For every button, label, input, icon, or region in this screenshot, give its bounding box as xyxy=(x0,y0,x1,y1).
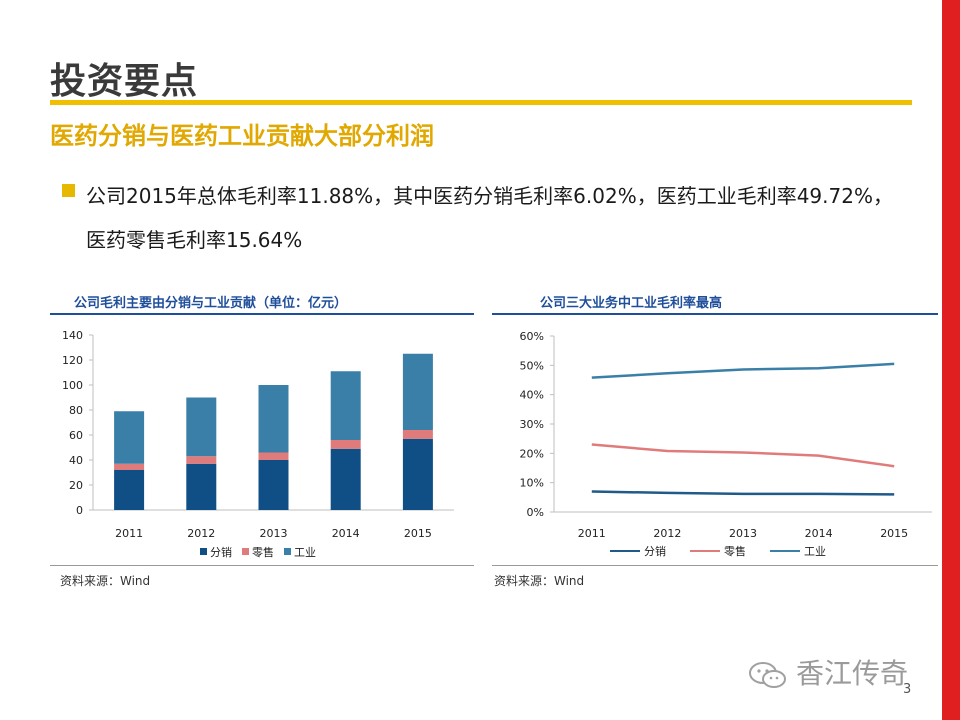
bar-x-tick-label: 2011 xyxy=(115,527,143,540)
bar-legend-label: 零售 xyxy=(252,545,274,559)
bar-legend-label: 分销 xyxy=(210,545,232,559)
bar-legend-swatch xyxy=(284,548,291,555)
bar-x-tick-label: 2015 xyxy=(404,527,432,540)
bar-segment-工业 xyxy=(330,371,361,440)
bullet-text: 公司2015年总体毛利率11.88%，其中医药分销毛利率6.02%，医药工业毛利… xyxy=(86,184,893,252)
line-chart-top-rule xyxy=(492,313,938,315)
line-chart-bottom-rule xyxy=(492,565,938,566)
bar-x-tick-label: 2014 xyxy=(332,527,360,540)
bar-y-tick-label: 60 xyxy=(69,429,83,442)
line-y-tick-label: 20% xyxy=(520,447,544,460)
line-y-tick-label: 40% xyxy=(520,389,544,402)
title-divider xyxy=(50,100,912,105)
bar-y-tick-label: 0 xyxy=(76,504,83,517)
bar-x-tick-label: 2012 xyxy=(187,527,215,540)
bar-legend-swatch xyxy=(242,548,249,555)
bar-chart: 0 20 40 60 80 100 120 140 2011 2012 2013 2014 2015 分销… xyxy=(62,329,454,559)
bar-segment-分销 xyxy=(186,463,217,510)
line-y-tick-label: 50% xyxy=(520,359,544,372)
bar-segment-零售 xyxy=(114,463,145,470)
line-y-tick-label: 30% xyxy=(520,418,544,431)
bar-chart-bottom-rule xyxy=(50,565,474,566)
line-legend-label: 分销 xyxy=(644,544,666,558)
bar-segment-工业 xyxy=(402,353,433,430)
bar-segment-零售 xyxy=(258,452,289,460)
bar-y-tick-label: 40 xyxy=(69,454,83,467)
line-chart-title: 公司三大业务中工业毛利率最高 xyxy=(540,296,723,311)
line-x-tick-label: 2012 xyxy=(653,527,681,540)
bar-y-tick-label: 100 xyxy=(62,379,83,392)
bar-y-tick-label: 120 xyxy=(62,354,83,367)
bar-y-tick-label: 20 xyxy=(69,479,83,492)
bar-segment-工业 xyxy=(114,411,145,464)
bar-segment-工业 xyxy=(186,397,217,457)
slide-title: 投资要点 xyxy=(50,61,199,102)
bar-segment-零售 xyxy=(186,456,217,464)
line-chart: 0% 10% 20% 30% 40% 50% 60% 2011 2012 2013 2014 2015… xyxy=(520,330,932,558)
line-legend-label: 零售 xyxy=(724,544,746,558)
line-chart-source: 资料来源：Wind xyxy=(494,574,585,588)
line-series-分销 xyxy=(591,490,895,496)
bar-y-tick-label: 140 xyxy=(62,329,83,342)
line-y-tick-label: 60% xyxy=(520,330,544,343)
bar-chart-title: 公司毛利主要由分销与工业贡献（单位：亿元） xyxy=(74,296,348,311)
bar-chart-source: 资料来源：Wind xyxy=(60,574,151,588)
line-x-tick-label: 2015 xyxy=(880,527,908,540)
bullet-square-icon xyxy=(62,184,75,197)
bar-segment-工业 xyxy=(258,385,289,453)
bar-segment-零售 xyxy=(402,430,433,439)
line-x-tick-label: 2013 xyxy=(729,527,757,540)
line-series-零售 xyxy=(591,443,895,468)
bar-x-tick-label: 2013 xyxy=(260,527,288,540)
bar-y-tick-label: 80 xyxy=(69,404,83,417)
wechat-icon xyxy=(749,662,786,688)
bar-legend-swatch xyxy=(200,548,207,555)
bar-segment-零售 xyxy=(330,440,361,449)
line-series-工业 xyxy=(591,362,895,379)
bar-segment-分销 xyxy=(330,448,361,510)
bar-segment-分销 xyxy=(402,438,433,510)
line-legend-label: 工业 xyxy=(804,545,826,558)
bar-segment-分销 xyxy=(258,460,289,510)
page-number: 3 xyxy=(903,682,912,697)
line-x-tick-label: 2014 xyxy=(805,527,833,540)
line-y-tick-label: 10% xyxy=(520,477,544,490)
line-x-tick-label: 2011 xyxy=(578,527,606,540)
bar-legend-label: 工业 xyxy=(294,546,316,559)
bar-chart-top-rule xyxy=(50,313,474,315)
line-y-tick-label: 0% xyxy=(527,506,544,519)
bar-segment-分销 xyxy=(114,470,145,510)
slide-subtitle: 医药分销与医药工业贡献大部分利润 xyxy=(50,122,434,150)
watermark-text: 香江传奇 xyxy=(796,657,909,690)
right-accent-bar xyxy=(942,0,960,720)
